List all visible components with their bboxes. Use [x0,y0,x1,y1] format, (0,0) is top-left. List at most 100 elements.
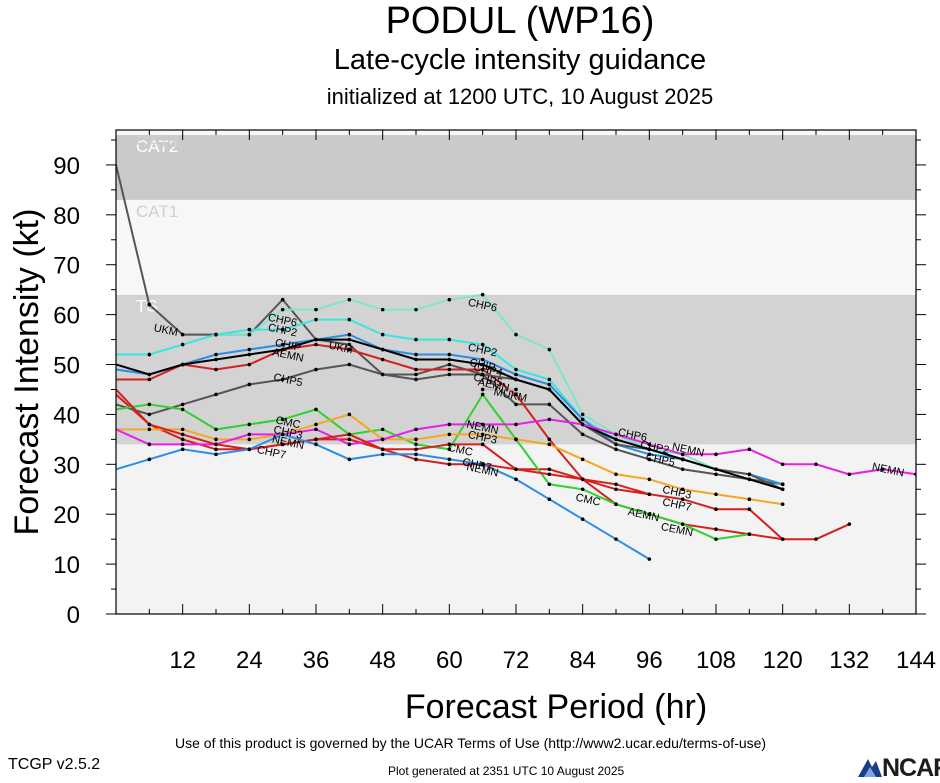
data-point [647,457,652,462]
data-point [414,372,418,377]
data-point [414,442,418,447]
series-label: CHP6 [617,426,648,444]
data-point [680,457,685,462]
data-point [180,427,185,432]
series-group: UKMUKMCHP6CHP6CHP6CHP2CHP2CHP2CHIPCHIPAE… [116,164,916,561]
data-point [314,437,318,442]
series-label: CHP7 [661,496,692,514]
data-point [347,457,352,462]
data-point [180,432,185,437]
band-cat1 [116,199,916,295]
data-point [880,467,885,472]
data-point [580,412,585,417]
data-point [347,412,352,417]
data-point [680,467,685,472]
y-axis-label: Forecast Intensity (kt) [8,209,46,536]
series-label: CHP3 [661,484,692,502]
data-point [614,437,618,442]
data-point [580,432,585,437]
series-label: CHP6 [267,312,298,330]
data-point [780,502,785,507]
data-point [214,357,218,362]
data-point [547,382,552,387]
band-label-ts: TS [136,297,158,316]
data-point [747,497,752,502]
data-point [647,492,652,497]
data-point [447,372,452,377]
data-point [780,462,785,467]
data-point [314,307,318,312]
data-point [747,532,752,536]
data-point [480,362,485,367]
data-point [514,392,518,397]
data-point [480,432,485,437]
data-point [214,442,218,447]
data-point [480,342,485,347]
series-label: CHP6 [467,297,498,315]
data-point [347,342,352,347]
data-point [147,457,152,462]
data-point [147,412,152,417]
data-point [380,372,385,377]
data-point [447,457,452,462]
data-point [180,362,185,367]
x-tick-label: 12 [169,647,196,674]
data-point [514,422,518,427]
data-point [547,442,552,447]
data-point [280,297,285,302]
data-point [747,472,752,477]
data-point [447,447,452,452]
data-point [580,457,585,462]
data-point [147,302,152,307]
x-tick-label: 144 [896,647,936,674]
data-point [414,352,418,357]
data-point [480,422,485,427]
data-point [380,427,385,432]
data-point [380,447,385,452]
data-point [347,442,352,447]
series-label: CHIP [468,357,496,374]
data-point [147,372,152,377]
data-point [580,417,585,422]
x-tick-label: 36 [303,647,330,674]
data-point [680,487,685,492]
data-point [380,347,385,352]
data-point [747,507,752,512]
data-point [147,377,152,382]
data-point [247,352,252,357]
series-label: CMC [447,442,474,459]
data-point [447,297,452,302]
data-point [647,442,652,447]
data-point [414,457,418,462]
series-label: CHIP [274,337,302,354]
data-point [514,467,518,472]
series-label: CHP5 [272,372,303,390]
data-point [214,392,218,397]
data-point [547,482,552,487]
x-tick-label: 72 [503,647,530,674]
data-point [247,422,252,427]
data-point [447,337,452,342]
ncar-logo: NCAR [858,754,940,782]
x-tick-label: 120 [763,647,803,674]
data-point [480,392,485,397]
data-point [314,342,318,347]
data-point [414,377,418,382]
data-point [580,517,585,521]
data-point [547,467,552,472]
data-point [614,442,618,447]
data-point [380,452,385,457]
data-point [614,537,618,541]
data-point [280,327,285,332]
data-point [180,442,185,447]
generated-time: Plot generated at 2351 UTC 10 August 202… [388,764,625,778]
series-label: CHP2 [267,322,298,340]
data-point [247,347,252,352]
data-point [714,452,718,457]
data-point [280,417,285,422]
data-point [480,372,485,377]
series-label: UKM [328,340,354,357]
data-point [580,422,585,427]
data-point [714,527,718,531]
data-point [447,462,452,467]
